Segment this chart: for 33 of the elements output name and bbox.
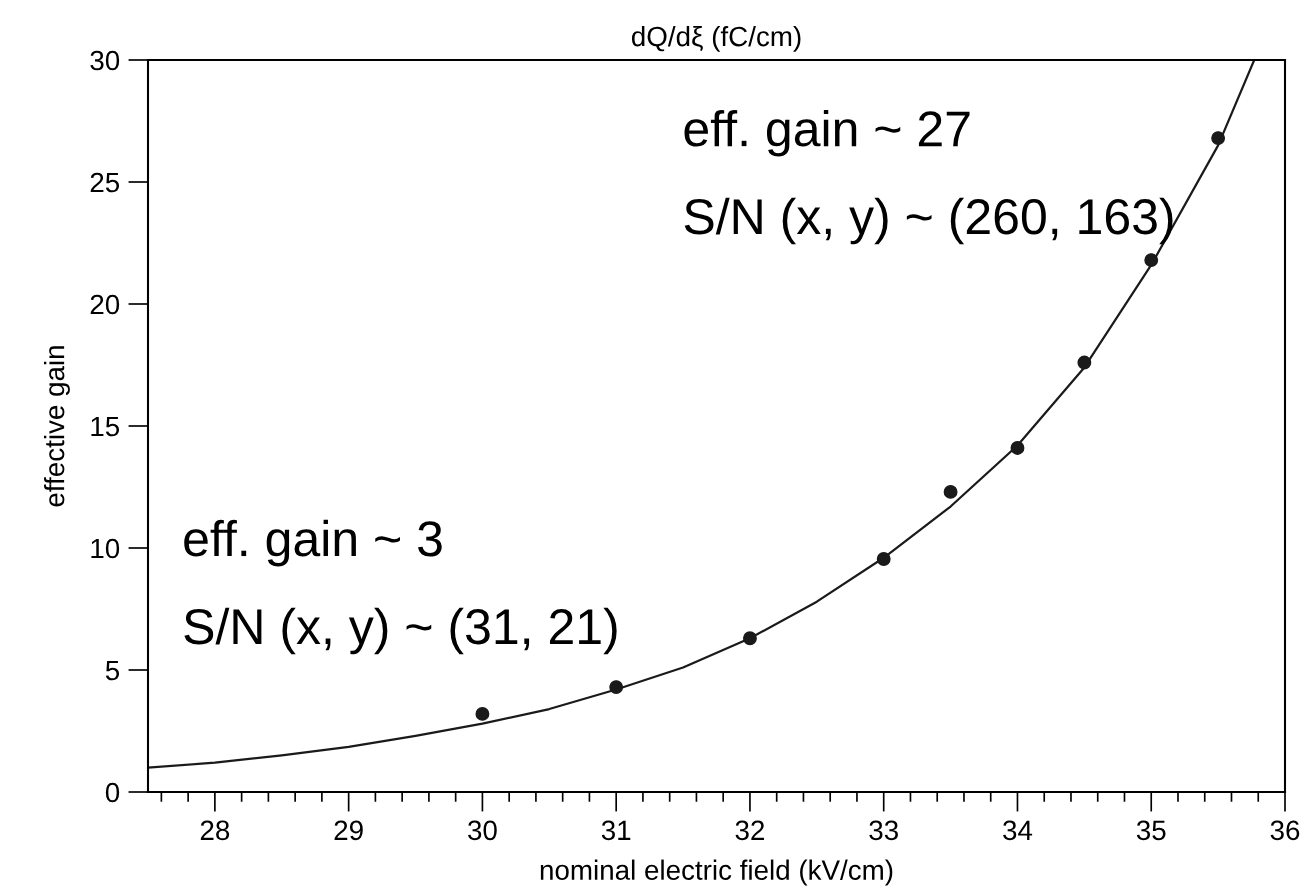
y-tick-label: 0 <box>105 782 120 803</box>
x-tick-label: 31 <box>601 820 631 841</box>
point <box>1010 441 1025 455</box>
x-tick-label: 36 <box>1270 820 1300 841</box>
point <box>943 484 958 499</box>
y-tick-label: 20 <box>90 294 120 315</box>
point <box>475 706 490 721</box>
y-tick-label: 25 <box>90 172 120 193</box>
point <box>1211 131 1226 146</box>
y-tick-label: 10 <box>91 538 120 559</box>
x-tick-label: 34 <box>1003 820 1033 841</box>
line-series <box>148 60 1256 769</box>
x-tick-label: 35 <box>1136 820 1166 841</box>
y-tick-label: 15 <box>91 416 120 437</box>
annotation: eff. gain ~ 27 <box>684 109 970 157</box>
y-tick-label: 30 <box>90 50 120 71</box>
annotation: S/N (x, y) ~ (260, 163) <box>684 197 1173 245</box>
y-axis-title: effective gain <box>43 346 70 507</box>
annotation: eff. gain ~ 3 <box>184 519 442 567</box>
annotation: S/N (x, y) ~ (31, 21) <box>184 607 617 655</box>
chart-title: dQ/dξ (fC/cm) <box>631 25 801 52</box>
x-tick-label: 29 <box>334 820 363 841</box>
point <box>1077 355 1092 370</box>
point <box>876 552 891 566</box>
x-tick-label: 28 <box>200 820 230 841</box>
point <box>1144 253 1159 268</box>
y-tick-label: 5 <box>105 660 120 681</box>
x-tick-label: 32 <box>735 820 764 841</box>
x-tick-label: 33 <box>869 820 898 841</box>
point <box>742 631 757 646</box>
x-axis-title: nominal electric field (kV/cm) <box>540 859 893 886</box>
x-tick-label: 30 <box>468 820 497 841</box>
point <box>609 680 624 695</box>
